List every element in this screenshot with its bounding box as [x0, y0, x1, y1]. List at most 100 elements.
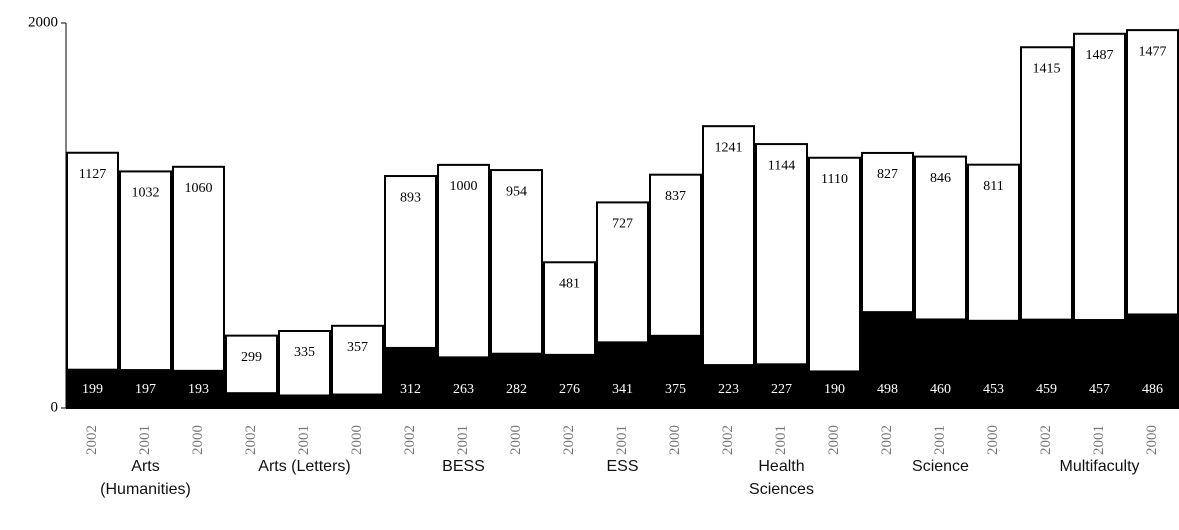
- bar-segment: [702, 125, 755, 367]
- value-label: 341: [612, 382, 633, 397]
- bar-segment: [490, 169, 543, 355]
- value-label: 375: [665, 382, 686, 397]
- group-label: Science: [861, 455, 1020, 478]
- bar-segment: [649, 173, 702, 337]
- bar-segment: [914, 155, 967, 321]
- bar-segment: [914, 318, 967, 410]
- x-tick-label: 2002: [1038, 425, 1054, 455]
- x-tick-label: 2000: [985, 425, 1001, 455]
- group-label: BESS: [384, 455, 543, 478]
- bar-segment: [1073, 319, 1126, 409]
- value-label: 312: [400, 382, 421, 397]
- value-label: 1477: [1139, 44, 1167, 59]
- y-tick-label: 0: [51, 399, 59, 415]
- group-label: Arts (Letters): [225, 455, 384, 478]
- group-label-line: Arts (Letters): [258, 458, 351, 475]
- bar-segment: [278, 330, 331, 397]
- value-label: 227: [771, 382, 792, 397]
- value-label: 460: [930, 382, 951, 397]
- group-label-line: Sciences: [749, 481, 814, 498]
- group-label-line: (Humanities): [100, 481, 191, 498]
- group-label-line: ESS: [606, 458, 639, 475]
- bar-segment: [808, 156, 861, 373]
- value-label: 459: [1036, 382, 1057, 397]
- bar-segment: [225, 334, 278, 395]
- bar-segment: [649, 334, 702, 409]
- bar-segment: [861, 151, 914, 314]
- bar-segment: [331, 324, 384, 396]
- x-tick-label: 2002: [402, 425, 418, 455]
- value-label: 481: [559, 276, 580, 291]
- x-tick-label: 2000: [667, 425, 683, 455]
- bar-segment: [384, 346, 437, 410]
- x-tick-label: 2002: [720, 425, 736, 455]
- bar-segment: [967, 163, 1020, 322]
- x-tick-label: 2001: [455, 425, 471, 455]
- value-label: 1144: [768, 158, 795, 173]
- value-label: 335: [294, 345, 315, 360]
- bar-segment: [755, 143, 808, 366]
- bar-segment: [1020, 318, 1073, 409]
- bar-segment: [66, 151, 119, 371]
- group-label-line: Health: [758, 458, 805, 475]
- group-label: ESS: [543, 455, 702, 478]
- value-label: 837: [665, 189, 686, 204]
- value-label: 1127: [79, 167, 106, 182]
- value-label: 276: [559, 382, 580, 397]
- bar-segment: [543, 353, 596, 409]
- group-label: Multifaculty: [1020, 455, 1179, 478]
- bar-segment: [1126, 313, 1179, 410]
- value-label: 1110: [821, 172, 848, 187]
- value-label: 263: [453, 382, 474, 397]
- value-label: 1415: [1033, 61, 1061, 76]
- bar-segment: [1020, 46, 1073, 321]
- group-label: Health Sciences: [702, 455, 861, 501]
- value-label: 1032: [132, 186, 160, 201]
- value-label: 223: [718, 382, 739, 397]
- value-label: 1241: [715, 140, 743, 155]
- value-label: 1060: [185, 181, 213, 196]
- x-tick-label: 2000: [508, 425, 524, 455]
- value-label: 193: [188, 382, 209, 397]
- value-label: 893: [400, 190, 421, 205]
- bar-segment: [543, 261, 596, 356]
- bar-segment: [119, 170, 172, 372]
- value-label: 190: [824, 382, 845, 397]
- value-label: 486: [1142, 382, 1163, 397]
- value-label: 1000: [450, 179, 478, 194]
- bar-segment: [172, 165, 225, 372]
- value-label: 827: [877, 167, 898, 182]
- x-tick-label: 2002: [84, 425, 100, 455]
- group-label-line: BESS: [442, 458, 485, 475]
- bar-segment: [1073, 32, 1126, 322]
- x-tick-label: 2000: [826, 425, 842, 455]
- bar-segment: [490, 352, 543, 409]
- value-label: 299: [241, 350, 262, 365]
- bar-segment: [437, 163, 490, 359]
- x-tick-label: 2000: [349, 425, 365, 455]
- bar-segment: [702, 364, 755, 410]
- x-tick-label: 2001: [1091, 425, 1107, 455]
- x-tick-label: 2000: [1144, 425, 1160, 455]
- value-label: 498: [877, 382, 898, 397]
- value-label: 197: [135, 382, 156, 397]
- x-tick-label: 2001: [932, 425, 948, 455]
- group-label-line: Multifaculty: [1059, 458, 1140, 475]
- x-tick-label: 2002: [243, 425, 259, 455]
- value-label: 453: [983, 382, 1004, 397]
- value-label: 954: [506, 184, 527, 199]
- value-label: 199: [82, 382, 103, 397]
- x-tick-label: 2000: [190, 425, 206, 455]
- value-label: 357: [347, 340, 368, 355]
- value-label: 727: [612, 217, 633, 232]
- bar-segment: [437, 356, 490, 409]
- group-label-line: Arts: [131, 458, 160, 475]
- x-tick-label: 2001: [296, 425, 312, 455]
- value-label: 1487: [1086, 48, 1114, 63]
- x-tick-label: 2001: [773, 425, 789, 455]
- x-tick-label: 2002: [561, 425, 577, 455]
- bar-segment: [808, 370, 861, 409]
- bar-segment: [384, 175, 437, 349]
